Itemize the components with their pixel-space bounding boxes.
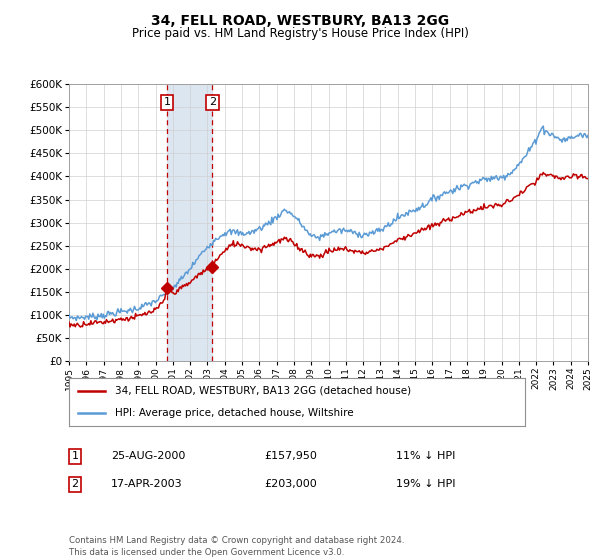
Text: 34, FELL ROAD, WESTBURY, BA13 2GG: 34, FELL ROAD, WESTBURY, BA13 2GG xyxy=(151,14,449,28)
Text: 1: 1 xyxy=(71,451,79,461)
Text: 2: 2 xyxy=(209,97,216,108)
Text: 11% ↓ HPI: 11% ↓ HPI xyxy=(396,451,455,461)
Text: £203,000: £203,000 xyxy=(264,479,317,489)
Text: Price paid vs. HM Land Registry's House Price Index (HPI): Price paid vs. HM Land Registry's House … xyxy=(131,27,469,40)
Text: 2: 2 xyxy=(71,479,79,489)
Bar xyxy=(167,84,212,361)
Text: HPI: Average price, detached house, Wiltshire: HPI: Average price, detached house, Wilt… xyxy=(115,408,353,418)
Text: 19% ↓ HPI: 19% ↓ HPI xyxy=(396,479,455,489)
Text: 1: 1 xyxy=(164,97,170,108)
Text: 17-APR-2003: 17-APR-2003 xyxy=(111,479,182,489)
Text: 34, FELL ROAD, WESTBURY, BA13 2GG (detached house): 34, FELL ROAD, WESTBURY, BA13 2GG (detac… xyxy=(115,386,411,396)
Text: 25-AUG-2000: 25-AUG-2000 xyxy=(111,451,185,461)
Text: £157,950: £157,950 xyxy=(264,451,317,461)
Text: Contains HM Land Registry data © Crown copyright and database right 2024.
This d: Contains HM Land Registry data © Crown c… xyxy=(69,536,404,557)
